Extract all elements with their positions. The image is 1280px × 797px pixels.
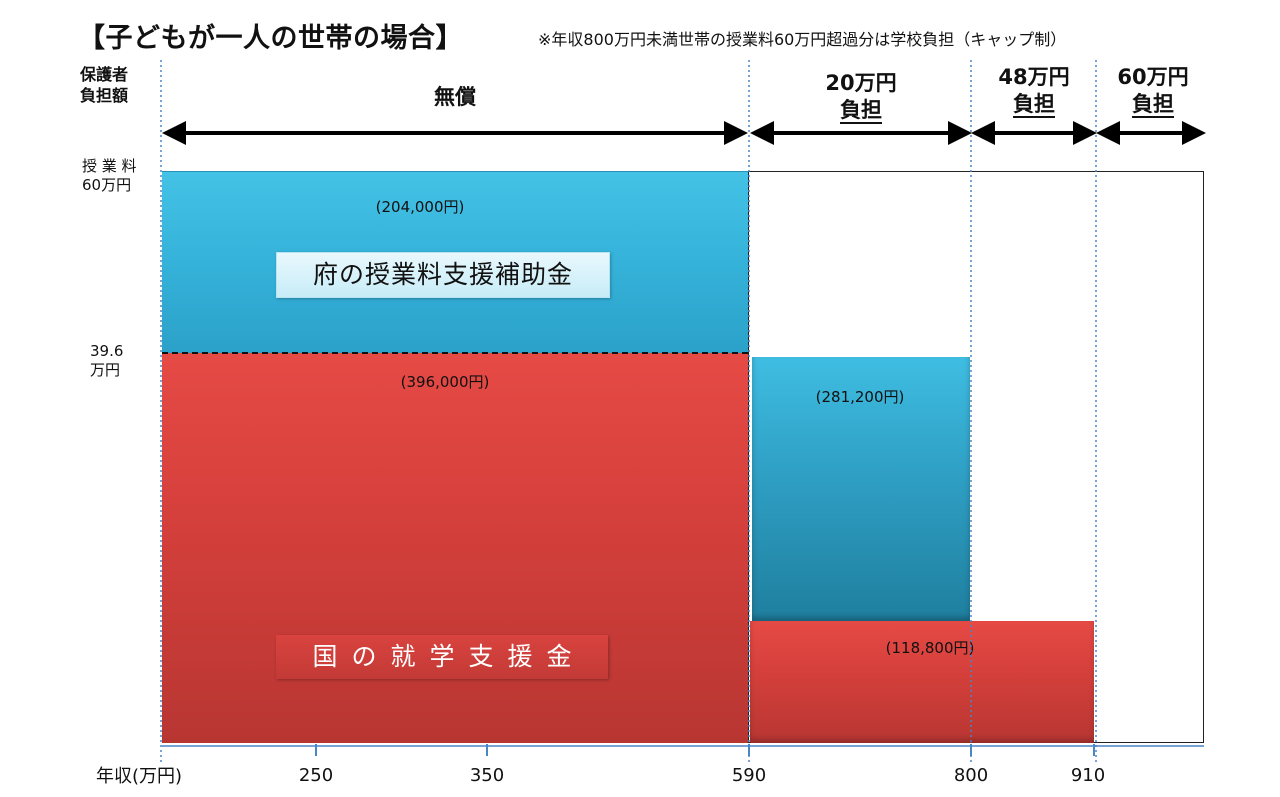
band-label-free: 無償 [162, 84, 748, 111]
chart-title: 【子どもが一人の世帯の場合】 [78, 23, 463, 54]
x-tick-590: 590 [731, 765, 767, 786]
x-tick-910: 910 [1070, 765, 1106, 786]
band-label-48-amount: 48万円 [998, 65, 1070, 89]
cap-note: ※年収800万円未満世帯の授業料60万円超過分は学校負担（キャップ制） [538, 30, 1067, 49]
band-label-60-amount: 60万円 [1117, 65, 1189, 89]
amount-label-204000: (204,000円) [375, 198, 465, 216]
y-tick-396-value: 39.6 [90, 342, 124, 360]
y-tick-396-unit: 万円 [90, 361, 121, 379]
amount-label-396000: (396,000円) [400, 373, 490, 391]
y-axis-label-line-1: 保護者 [80, 65, 129, 84]
label-prefecture-subsidy: 府の授業料支援補助金 [276, 252, 610, 298]
segment-national-910 [750, 621, 1094, 743]
band-label-48: 48万円 負担 [972, 64, 1096, 118]
band-label-60: 60万円 負担 [1098, 64, 1208, 118]
x-axis-ticks [315, 744, 1095, 756]
segment-prefecture-800 [752, 357, 970, 621]
band-label-60-burden: 負担 [1132, 92, 1174, 118]
y-axis-label-line-2: 負担額 [80, 86, 129, 105]
amount-label-118800: (118,800円) [885, 639, 975, 657]
amount-label-281200: (281,200円) [815, 388, 905, 406]
y-tick-396: 39.6 万円 [90, 342, 123, 380]
x-axis-label: 年収(万円) [96, 766, 183, 787]
x-tick-250: 250 [298, 765, 334, 786]
x-tick-350: 350 [469, 765, 505, 786]
band-label-20-amount: 20万円 [825, 71, 897, 95]
label-national-support: 国の就学支援金 [276, 635, 608, 679]
band-label-20: 20万円 負担 [752, 70, 970, 124]
y-tick-tuition-label: 授 業 料 [82, 157, 137, 175]
x-tick-800: 800 [953, 765, 989, 786]
y-tick-tuition: 授 業 料 60万円 [82, 157, 137, 195]
y-axis-label: 保護者 負担額 [80, 64, 150, 106]
y-tick-tuition-value: 60万円 [82, 176, 132, 194]
band-label-48-burden: 負担 [1013, 92, 1055, 118]
band-label-free-text: 無償 [434, 85, 476, 109]
